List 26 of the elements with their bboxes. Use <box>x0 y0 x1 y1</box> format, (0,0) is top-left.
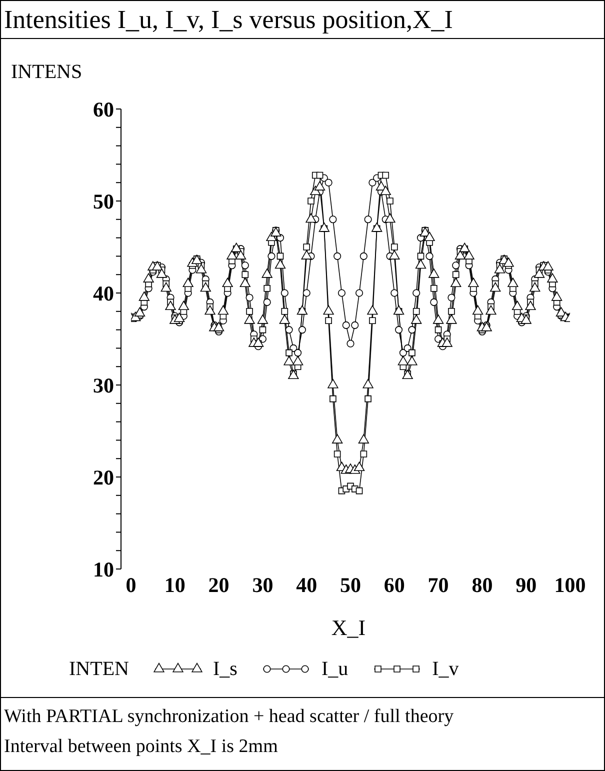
legend-label: I_v <box>432 658 459 680</box>
x-tick-label: 0 <box>126 572 136 597</box>
y-tick-label: 60 <box>93 97 114 122</box>
x-tick-label: 90 <box>516 572 537 597</box>
x-tick-label: 30 <box>252 572 274 597</box>
x-tick-label: 40 <box>296 572 318 597</box>
y-tick-label: 20 <box>93 465 114 490</box>
x-tick-label: 50 <box>340 572 361 597</box>
legend-label: I_u <box>321 658 348 680</box>
x-axis-title: X_I <box>331 615 366 640</box>
x-tick-label: 60 <box>384 572 405 597</box>
x-tick-label: 70 <box>428 572 449 597</box>
y-axis-title: INTENS <box>10 60 84 85</box>
legend-label: I_s <box>212 658 238 680</box>
y-tick-label: 10 <box>93 557 114 582</box>
x-tick-label: 10 <box>164 572 186 597</box>
text: With PARTIAL synchronization + head scatter / full theory <box>4 705 455 729</box>
legend-title: INTEN <box>69 658 129 680</box>
y-tick-label: 50 <box>93 189 114 214</box>
x-tick-label: 100 <box>554 572 586 597</box>
text: Interval between points X_I is 2mm <box>4 735 279 759</box>
x-tick-label: 80 <box>472 572 493 597</box>
y-tick-label: 40 <box>93 281 114 306</box>
x-tick-label: 20 <box>208 572 230 597</box>
chart-title: Intensities I_u, I_v, I_s versus position,X_I <box>1 1 604 39</box>
y-tick-label: 30 <box>93 373 114 398</box>
